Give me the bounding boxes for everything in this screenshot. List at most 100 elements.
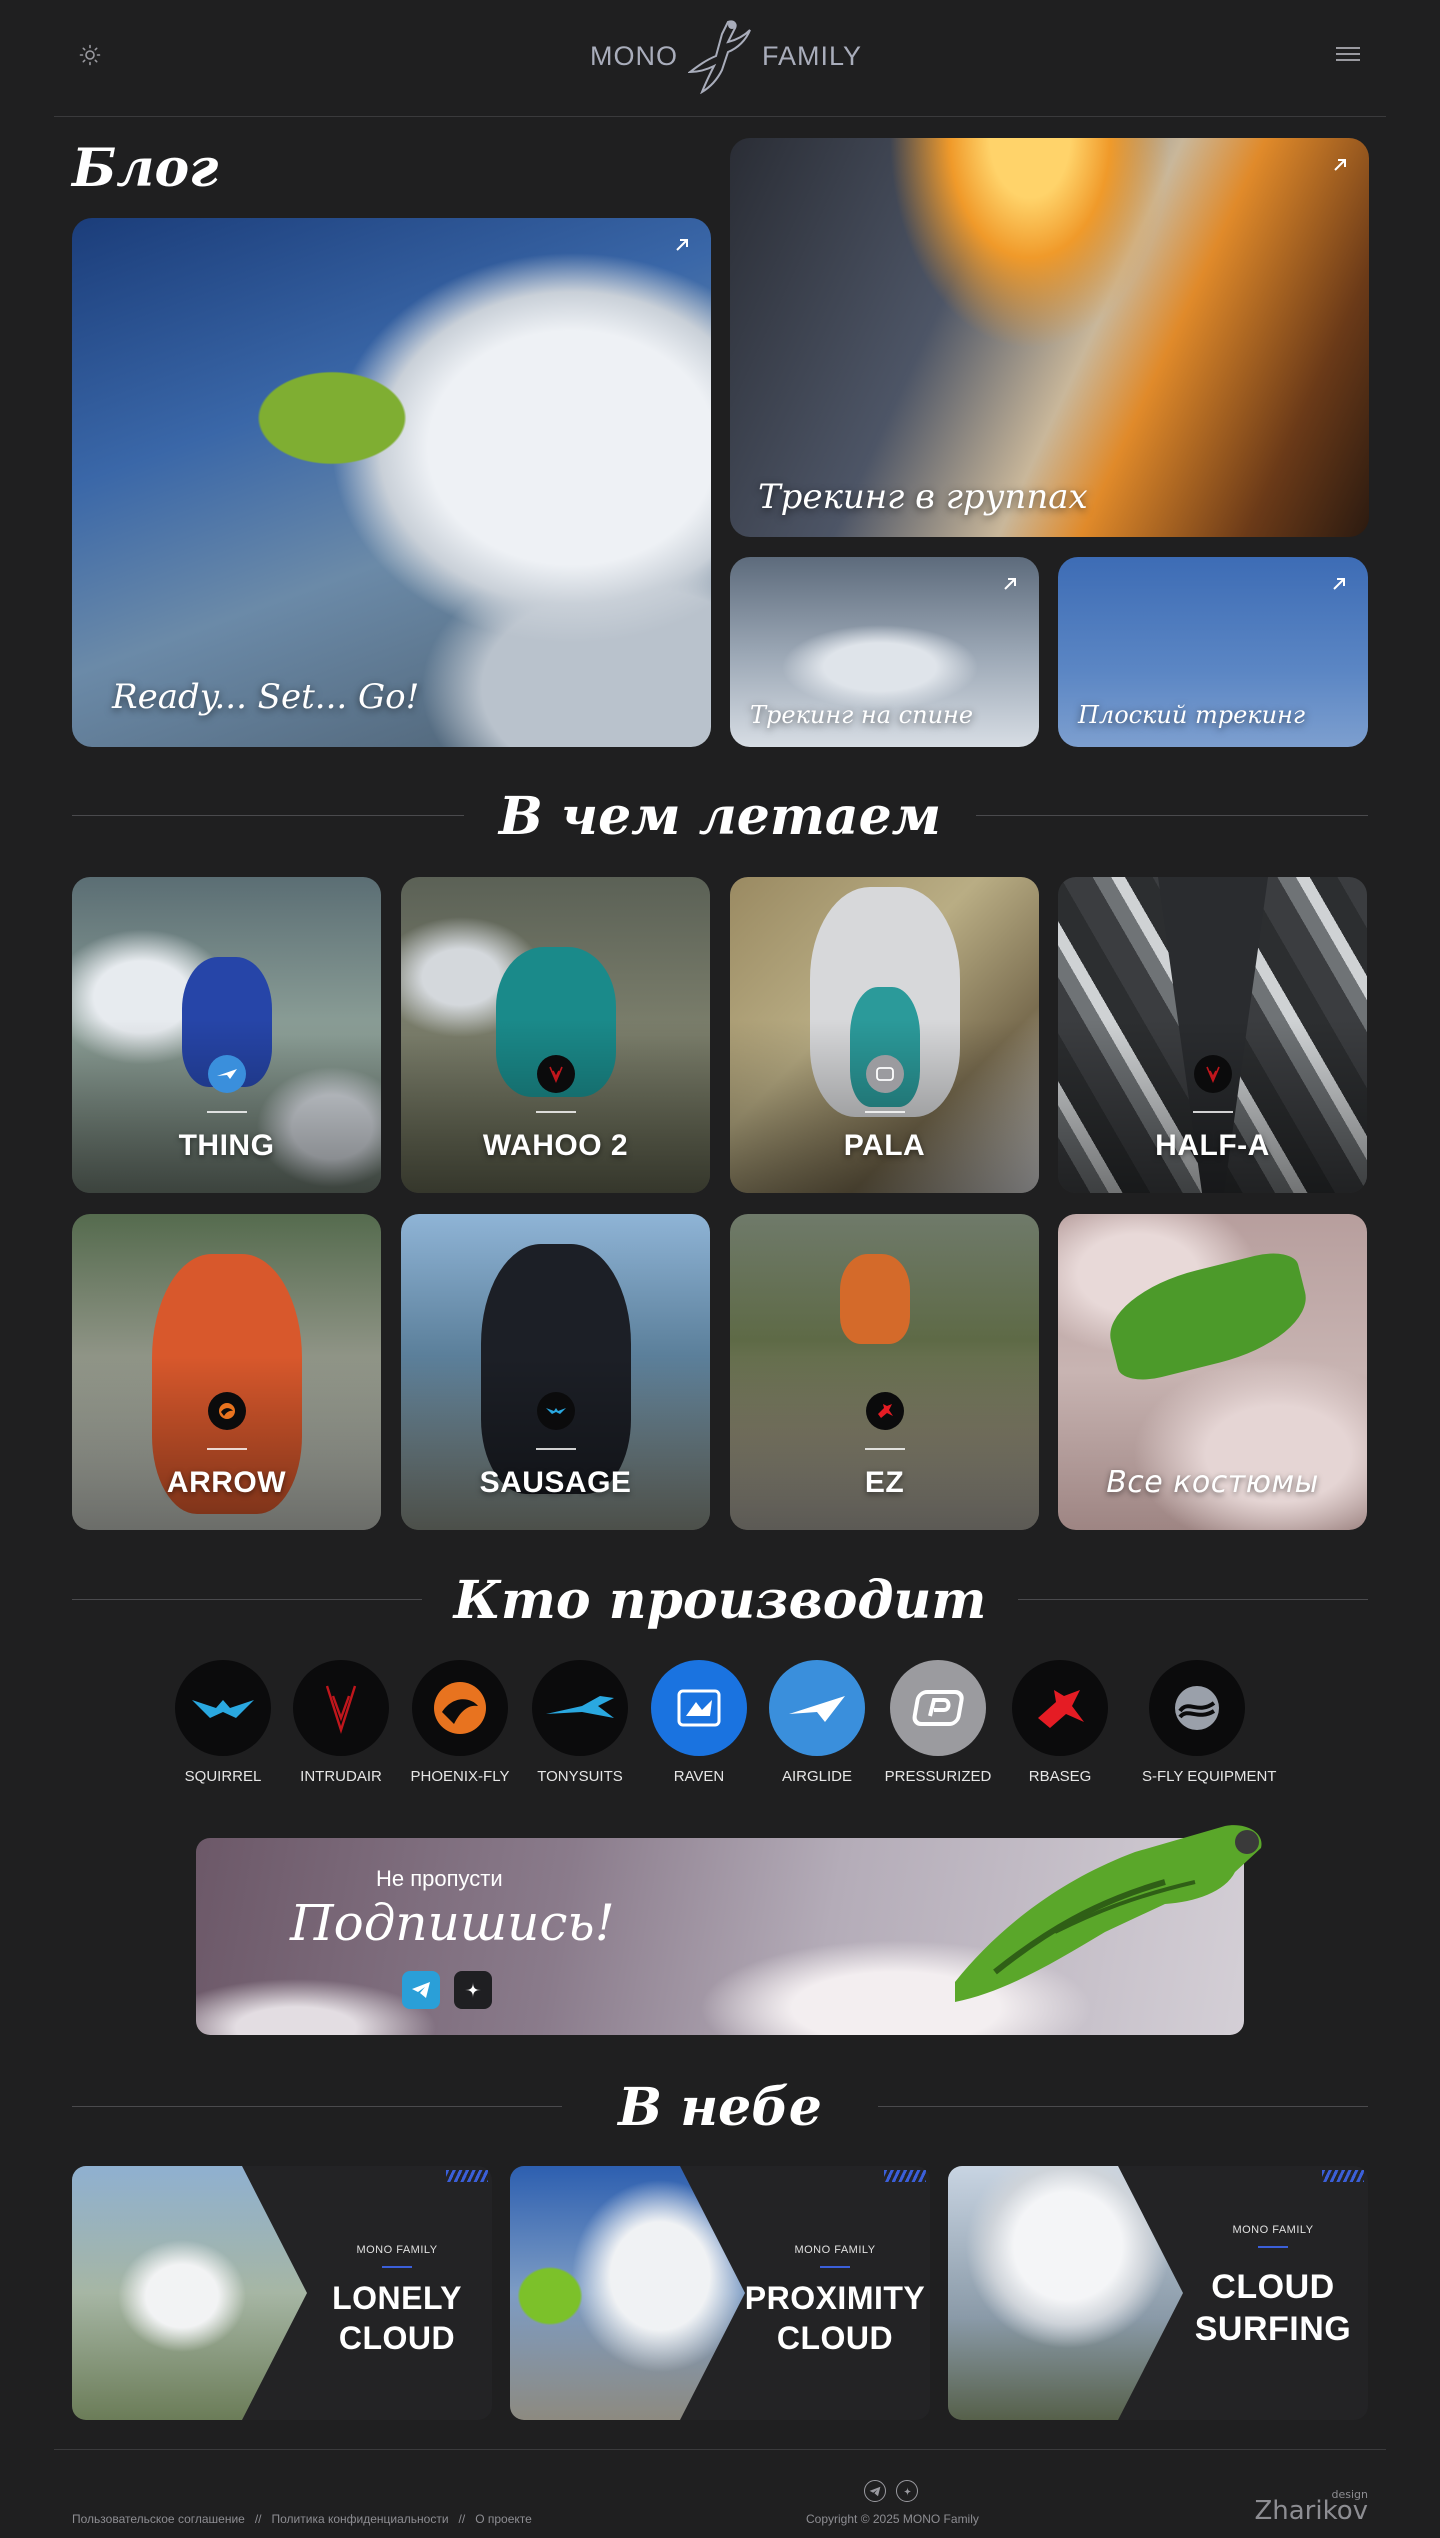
pressurized-logo-icon xyxy=(865,1055,904,1093)
blog-post-caption: Трекинг на спине xyxy=(750,701,974,729)
telegram-icon[interactable] xyxy=(402,1971,440,2009)
maker-name: INTRUDAIR xyxy=(300,1768,382,1785)
footer-link-about[interactable]: О проекте xyxy=(475,2512,532,2526)
all-suits-link: Все костюмы xyxy=(1106,1465,1319,1500)
suit-name: PALA xyxy=(843,1129,926,1162)
sky-video-lonely-cloud[interactable]: MONO FAMILY LONELY CLOUD xyxy=(72,2166,492,2420)
maker-name: PHOENIX-FLY xyxy=(410,1768,510,1785)
maker-s-fly-equipment[interactable]: S-FLY EQUIPMENT xyxy=(1142,1660,1276,1785)
video-title-line2: SURFING xyxy=(1194,2310,1352,2348)
suit-card-all-suits[interactable]: Все костюмы xyxy=(1058,1214,1367,1530)
zen-icon[interactable] xyxy=(896,2480,918,2502)
suit-card-arrow[interactable]: ARROW xyxy=(72,1214,381,1530)
maker-pressurized[interactable]: PRESSURIZED xyxy=(883,1660,993,1785)
mini-brand: MONO FAMILY xyxy=(1232,2224,1314,2236)
divider-line xyxy=(878,2106,1368,2107)
blog-post-caption: Ready... Set... Go! xyxy=(112,677,420,717)
copyright: Copyright © 2025 MONO Family xyxy=(806,2512,979,2526)
arrow-up-right-icon xyxy=(1334,159,1346,171)
suit-card-pala[interactable]: PALA xyxy=(730,877,1039,1193)
suit-card-half-a[interactable]: HALF-A xyxy=(1058,877,1367,1193)
blog-post-caption: Трекинг в группах xyxy=(758,477,1088,517)
developer-sub: design xyxy=(1331,2488,1369,2501)
footer-divider xyxy=(54,2449,1386,2450)
arrow-up-right-icon xyxy=(1004,578,1016,590)
footer-link-privacy[interactable]: Политика конфиденциальности xyxy=(271,2512,449,2526)
sun-icon[interactable] xyxy=(76,41,104,69)
video-title-line1: LONELY xyxy=(332,2280,462,2316)
footer-link-agreement[interactable]: Пользовательское соглашение xyxy=(72,2512,245,2526)
video-title-line2: CLOUD xyxy=(338,2320,456,2356)
zen-icon[interactable] xyxy=(454,1971,492,2009)
squirrel-logo-icon xyxy=(536,1392,575,1430)
subscribe-title: Подпишись! xyxy=(290,1894,615,1952)
suit-name: WAHOO 2 xyxy=(482,1129,629,1162)
sky-video-cloud-surfing[interactable]: MONO FAMILY CLOUD SURFING xyxy=(948,2166,1368,2420)
maker-name: PRESSURIZED xyxy=(884,1768,992,1785)
blog-post-ready-set-go[interactable]: Ready... Set... Go! xyxy=(72,218,711,747)
suits-title: В чем летаем xyxy=(498,786,942,847)
suit-name: EZ xyxy=(864,1466,905,1499)
raven-logo-icon xyxy=(651,1660,747,1756)
telegram-icon[interactable] xyxy=(864,2480,886,2502)
divider-line xyxy=(1018,1599,1368,1600)
intrudair-logo-icon xyxy=(1193,1055,1232,1093)
maker-raven[interactable]: RAVEN xyxy=(644,1660,754,1785)
rbaseg-logo-icon xyxy=(1012,1660,1108,1756)
divider-line xyxy=(72,1599,422,1600)
divider-line xyxy=(72,815,464,816)
maker-airglide[interactable]: AIRGLIDE xyxy=(762,1660,872,1785)
maker-phoenix-fly[interactable]: PHOENIX-FLY xyxy=(405,1660,515,1785)
maker-name: RBASEG xyxy=(1028,1768,1092,1785)
squirrel-logo-icon xyxy=(175,1660,271,1756)
maker-name: RAVEN xyxy=(673,1768,725,1785)
suit-card-sausage[interactable]: SAUSAGE xyxy=(401,1214,710,1530)
airglide-logo-icon xyxy=(207,1055,246,1093)
wingsuit-illustration xyxy=(955,1825,1262,2002)
video-title-line1: CLOUD xyxy=(1211,2268,1335,2306)
blog-post-flat-tracking[interactable]: Плоский трекинг xyxy=(1058,557,1368,747)
mini-brand: MONO FAMILY xyxy=(794,2244,876,2256)
site-logo[interactable]: MONO FAMILY xyxy=(586,18,866,94)
hamburger-icon[interactable] xyxy=(1336,43,1360,67)
developer-name: Zharikov xyxy=(1254,2496,1368,2526)
stripes-decoration xyxy=(446,2170,488,2182)
blog-post-back-tracking[interactable]: Трекинг на спине xyxy=(730,557,1039,747)
arrow-up-right-icon xyxy=(1333,578,1345,590)
maker-name: SQUIRREL xyxy=(184,1768,262,1785)
suit-name: SAUSAGE xyxy=(479,1466,632,1499)
subscribe-banner: Не пропусти Подпишись! xyxy=(196,1838,1244,2035)
pressurized-logo-icon xyxy=(890,1660,986,1756)
maker-name: AIRGLIDE xyxy=(781,1768,853,1785)
blog-post-group-tracking[interactable]: Трекинг в группах xyxy=(730,138,1369,537)
maker-intrudair[interactable]: INTRUDAIR xyxy=(286,1660,396,1785)
developer-credit[interactable]: design Zharikov xyxy=(1254,2488,1368,2526)
wingsuit-flyer-icon xyxy=(687,20,751,94)
blog-title: Блог xyxy=(72,138,219,199)
s-fly-logo-icon xyxy=(1149,1660,1245,1756)
phoenix-fly-logo-icon xyxy=(412,1660,508,1756)
maker-squirrel[interactable]: SQUIRREL xyxy=(168,1660,278,1785)
suit-name: ARROW xyxy=(166,1466,287,1499)
suit-name: HALF-A xyxy=(1155,1129,1270,1162)
site-header: MONO FAMILY xyxy=(54,0,1386,117)
subscribe-pre: Не пропусти xyxy=(376,1866,503,1891)
logo-text-right: FAMILY xyxy=(761,40,863,71)
stripes-decoration xyxy=(884,2170,926,2182)
sky-video-proximity-cloud[interactable]: MONO FAMILY PROXIMITY CLOUD xyxy=(510,2166,930,2420)
phoenix-fly-logo-icon xyxy=(207,1392,246,1430)
tonysuits-logo-icon xyxy=(532,1660,628,1756)
makers-title: Кто производит xyxy=(453,1570,987,1631)
suit-card-wahoo-2[interactable]: WAHOO 2 xyxy=(401,877,710,1193)
divider-line xyxy=(976,815,1368,816)
video-title-line1: PROXIMITY xyxy=(744,2280,926,2316)
maker-rbaseg[interactable]: RBASEG xyxy=(1005,1660,1115,1785)
rbaseg-logo-icon xyxy=(865,1392,904,1430)
maker-tonysuits[interactable]: TONYSUITS xyxy=(525,1660,635,1785)
airglide-logo-icon xyxy=(769,1660,865,1756)
maker-name: TONYSUITS xyxy=(537,1768,623,1785)
mini-brand: MONO FAMILY xyxy=(356,2244,438,2256)
suit-name: THING xyxy=(178,1129,275,1162)
suit-card-thing[interactable]: THING xyxy=(72,877,381,1193)
suit-card-ez[interactable]: EZ xyxy=(730,1214,1039,1530)
